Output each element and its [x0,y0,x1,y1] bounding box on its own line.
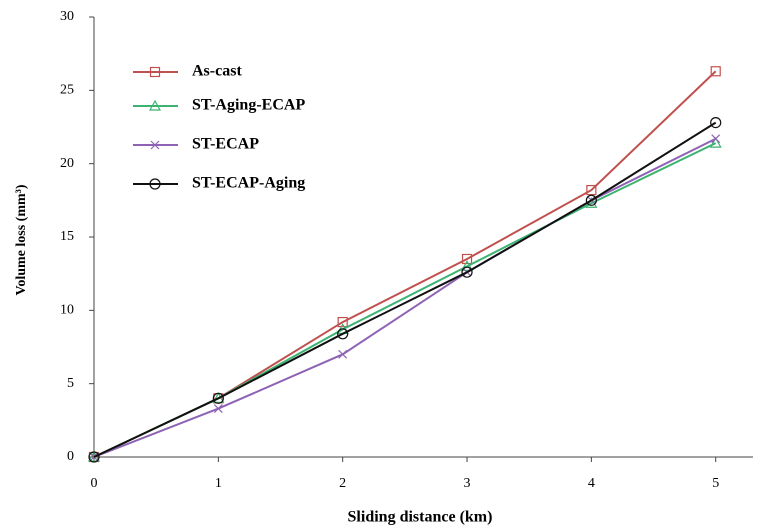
y-tick-label: 25 [60,83,74,98]
x-tick-label: 3 [464,476,471,491]
marker [213,404,223,414]
legend-label: ST-ECAP-Aging [192,175,305,192]
marker [337,316,348,328]
marker [149,178,161,190]
y-tick-label: 10 [60,303,74,318]
marker [710,116,722,129]
marker [585,194,597,206]
series-line [93,70,717,458]
marker [148,99,162,111]
marker [212,392,224,404]
x-tick-label: 0 [91,476,98,491]
y-tick-label: 30 [60,9,74,24]
marker [461,253,473,265]
marker [461,266,473,278]
x-tick-label: 1 [215,476,222,491]
marker [88,451,100,463]
marker [337,328,349,340]
legend-label: ST-ECAP [192,136,259,153]
marker [709,136,722,148]
marker [150,140,160,150]
y-tick-label: 20 [60,156,74,171]
series-line [93,137,717,458]
marker [586,184,597,196]
x-tick-label: 2 [339,476,346,491]
marker [338,349,348,359]
y-tick-label: 0 [67,449,74,464]
x-axis-label: Sliding distance (km) [348,509,493,526]
series-line [93,142,717,458]
marker [710,66,721,77]
y-tick-label: 5 [67,376,74,391]
legend-label: As-cast [192,63,242,80]
legend-label: ST-Aging-ECAP [192,97,305,114]
y-tick-label: 15 [60,229,74,244]
marker [149,66,161,78]
marker [711,134,721,144]
series-line [93,121,717,458]
marker [460,260,474,271]
x-tick-label: 5 [712,476,719,491]
x-tick-label: 4 [588,476,595,491]
y-axis-label: Volume loss (mm³) [14,184,29,295]
